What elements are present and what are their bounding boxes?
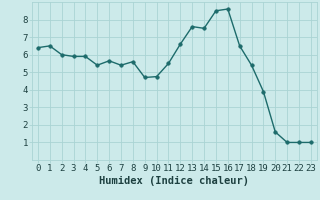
X-axis label: Humidex (Indice chaleur): Humidex (Indice chaleur) — [100, 176, 249, 186]
